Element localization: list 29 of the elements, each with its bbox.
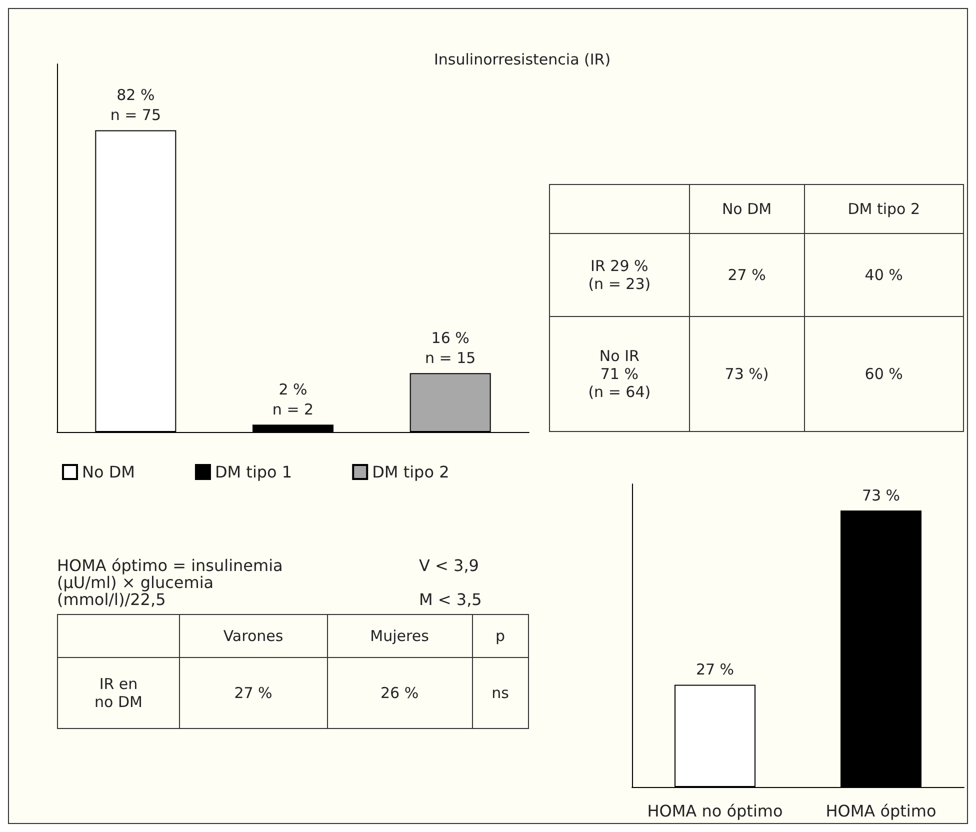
category-label: Mujeres [327, 614, 472, 658]
text: 40 % [864, 266, 903, 284]
category-label: p [472, 614, 528, 658]
text: 26 % [380, 684, 419, 702]
x-tick-label: HOMA no óptimo [647, 802, 783, 820]
text: 27 % [234, 684, 272, 702]
category-label: No IR 71 % (n = 64) [588, 346, 651, 401]
text: 27 % [728, 266, 766, 284]
data-label: 2 % n = 2 [272, 380, 314, 419]
text: V < 3,9 [419, 556, 480, 575]
text: M < 3,5 [419, 590, 483, 609]
text: HOMA óptimo = insulinemia (µU/ml) × glucemia (mmol/l)/22,5 [57, 556, 284, 609]
category-label: IR 29 % (n = 23) [588, 257, 651, 294]
legend-label: DM tipo 1 [214, 462, 292, 482]
data-label: 73 % [862, 486, 900, 505]
legend-label: DM tipo 2 [372, 462, 450, 482]
data-label: 16 % n = 15 [424, 329, 476, 368]
category-label: IR en no DM [94, 674, 142, 711]
data-label: 82 % n = 75 [110, 86, 162, 124]
chart-title: Insulinorresistencia (IR) [434, 50, 611, 68]
category-label: Varones [180, 614, 327, 658]
category-label: DM tipo 2 [804, 184, 964, 234]
text: 73 %) [724, 364, 769, 383]
data-label: 27 % [696, 660, 734, 679]
text: 60 % [864, 364, 903, 383]
legend-label: No DM [82, 462, 135, 482]
category-label: No DM [689, 184, 804, 234]
text: ns [492, 684, 509, 702]
x-tick-label: HOMA óptimo [826, 802, 936, 820]
